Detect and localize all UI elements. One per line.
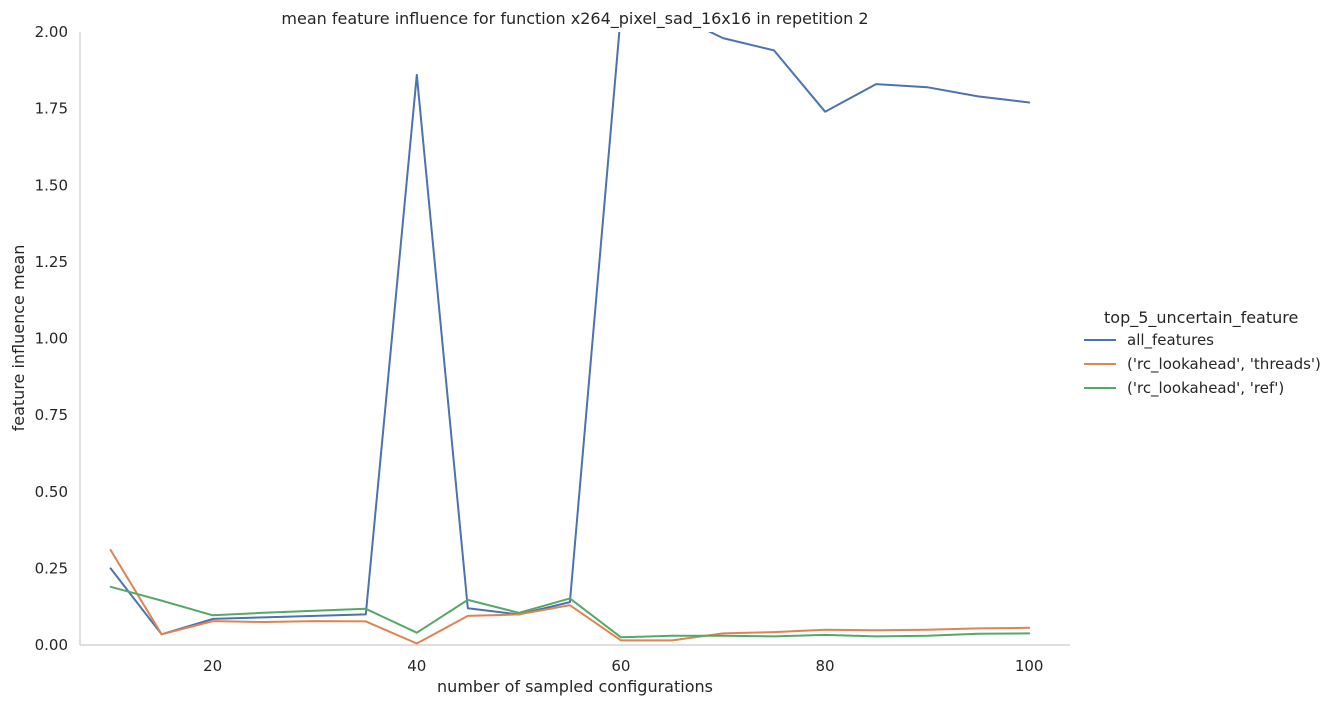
- series-line-2: [109, 585, 1031, 639]
- y-tick-label: 1.00: [35, 330, 68, 348]
- y-axis-ticks: 0.00 0.25 0.50 0.75 1.00 1.25 1.50 1.75 2.00: [35, 23, 68, 654]
- y-tick-label: 0.25: [35, 559, 68, 577]
- y-tick-label: 0.75: [35, 406, 68, 424]
- x-tick-label: 80: [816, 657, 835, 675]
- x-tick-label: 20: [203, 657, 222, 675]
- series-line-1: [109, 549, 1031, 645]
- y-tick-label: 0.00: [35, 636, 68, 654]
- legend-entry-label: ('rc_lookahead', 'ref'): [1127, 379, 1284, 398]
- x-tick-label: 40: [407, 657, 426, 675]
- legend: top_5_uncertain_feature all_features ('rc…: [1084, 308, 1321, 398]
- y-tick-label: 0.50: [35, 483, 68, 501]
- axes: [79, 32, 1070, 646]
- legend-title: top_5_uncertain_feature: [1104, 308, 1298, 328]
- y-tick-label: 1.25: [35, 253, 68, 271]
- series-line-0: [109, 32, 1031, 636]
- legend-entry-label: all_features: [1127, 331, 1214, 350]
- x-tick-label: 100: [1015, 657, 1044, 675]
- legend-entry-label: ('rc_lookahead', 'threads'): [1127, 355, 1321, 374]
- chart-title: mean feature influence for function x264…: [281, 9, 868, 29]
- y-axis-label: feature influence mean: [9, 245, 28, 432]
- y-tick-label: 1.75: [35, 100, 68, 118]
- x-tick-label: 60: [611, 657, 630, 675]
- x-axis-label: number of sampled configurations: [437, 677, 713, 696]
- series-layer: [109, 32, 1031, 645]
- y-tick-label: 1.50: [35, 176, 68, 194]
- x-axis-ticks: 20 40 60 80 100: [203, 657, 1043, 675]
- y-tick-label: 2.00: [35, 23, 68, 41]
